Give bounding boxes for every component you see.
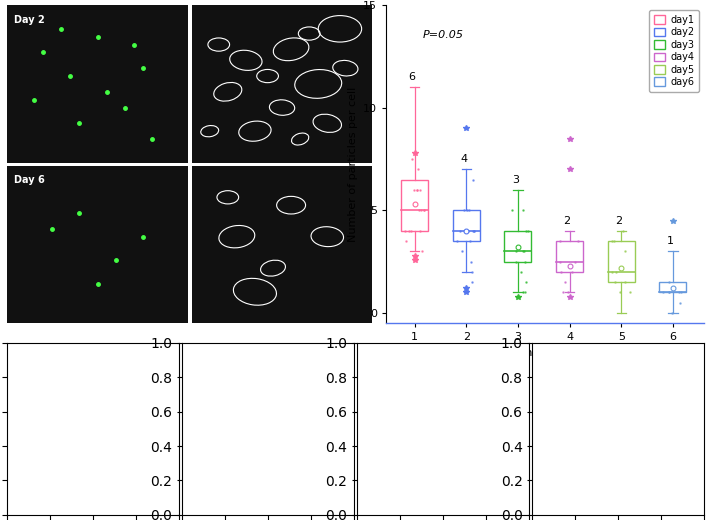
Point <box>506 206 518 215</box>
Text: Day 2: Day 2 <box>14 15 45 24</box>
Text: 3: 3 <box>512 175 519 185</box>
Text: A: A <box>0 0 4 2</box>
Text: 12.6 Hrs: 12.6 Hrs <box>365 352 409 360</box>
Point <box>454 227 466 235</box>
Point <box>520 288 531 296</box>
Point <box>517 206 528 215</box>
Point <box>408 186 419 194</box>
Point <box>673 288 685 296</box>
Point <box>467 227 479 235</box>
Point <box>609 278 621 287</box>
Point <box>666 309 678 317</box>
Point <box>418 206 429 215</box>
Legend: day1, day2, day3, day4, day5, day6: day1, day2, day3, day4, day5, day6 <box>648 10 699 92</box>
Point <box>465 257 476 266</box>
Point <box>466 268 478 276</box>
Point <box>618 227 629 235</box>
Point <box>562 288 574 296</box>
Point <box>663 288 675 296</box>
Point <box>404 227 415 235</box>
Point <box>606 237 618 245</box>
Point <box>462 227 474 235</box>
Bar <box>608 241 635 282</box>
Point <box>412 186 423 194</box>
Point <box>675 298 686 307</box>
Point <box>517 288 528 296</box>
Point <box>624 288 636 296</box>
Point <box>608 237 619 245</box>
Point <box>415 206 427 215</box>
Text: 1: 1 <box>667 236 674 246</box>
Point <box>405 227 416 235</box>
Point <box>466 278 478 287</box>
Point <box>416 248 427 256</box>
Text: P=0.05: P=0.05 <box>422 30 464 40</box>
Point <box>469 227 480 235</box>
Point <box>520 227 532 235</box>
Point <box>606 268 618 276</box>
Point <box>518 248 530 256</box>
Point <box>418 206 429 215</box>
Point <box>461 206 472 215</box>
Point <box>406 155 417 163</box>
Y-axis label: Number of particles per cell: Number of particles per cell <box>348 87 358 242</box>
Point <box>619 278 631 287</box>
Point <box>510 257 521 266</box>
Point <box>658 288 669 296</box>
Text: 4: 4 <box>460 154 467 164</box>
Bar <box>556 241 583 272</box>
Point <box>570 257 581 266</box>
Bar <box>505 231 531 262</box>
Bar <box>453 211 480 241</box>
Text: 2: 2 <box>563 216 570 226</box>
Text: 2: 2 <box>615 216 622 226</box>
Point <box>468 175 479 184</box>
Point <box>413 206 424 215</box>
Point <box>557 288 569 296</box>
Point <box>520 257 531 266</box>
Point <box>522 227 533 235</box>
Point <box>572 237 584 245</box>
Point <box>663 278 675 287</box>
Text: 13.1 Hrs: 13.1 Hrs <box>541 352 584 360</box>
Point <box>510 248 522 256</box>
Text: 10.7 Hrs: 10.7 Hrs <box>16 352 58 360</box>
Point <box>517 248 528 256</box>
Text: Day 6: Day 6 <box>14 175 45 185</box>
Point <box>663 288 674 296</box>
Bar <box>401 179 428 231</box>
Point <box>611 268 622 276</box>
Point <box>456 248 467 256</box>
Point <box>412 165 424 174</box>
Point <box>554 237 565 245</box>
Point <box>559 278 570 287</box>
Point <box>567 268 578 276</box>
Text: 6: 6 <box>409 72 415 82</box>
Point <box>411 186 422 194</box>
Text: 11.6 Hrs: 11.6 Hrs <box>191 352 233 360</box>
Point <box>464 206 475 215</box>
Point <box>555 257 566 266</box>
Point <box>520 278 531 287</box>
Bar <box>660 282 686 292</box>
Point <box>556 268 567 276</box>
Point <box>469 227 480 235</box>
Point <box>614 288 625 296</box>
Point <box>400 237 412 245</box>
Point <box>464 237 476 245</box>
X-axis label: Time [days]: Time [days] <box>512 348 578 358</box>
Point <box>458 206 469 215</box>
Point <box>675 288 686 296</box>
Point <box>515 268 527 276</box>
Point <box>415 227 426 235</box>
Point <box>400 227 411 235</box>
Point <box>451 237 463 245</box>
Point <box>415 186 426 194</box>
Point <box>619 248 631 256</box>
